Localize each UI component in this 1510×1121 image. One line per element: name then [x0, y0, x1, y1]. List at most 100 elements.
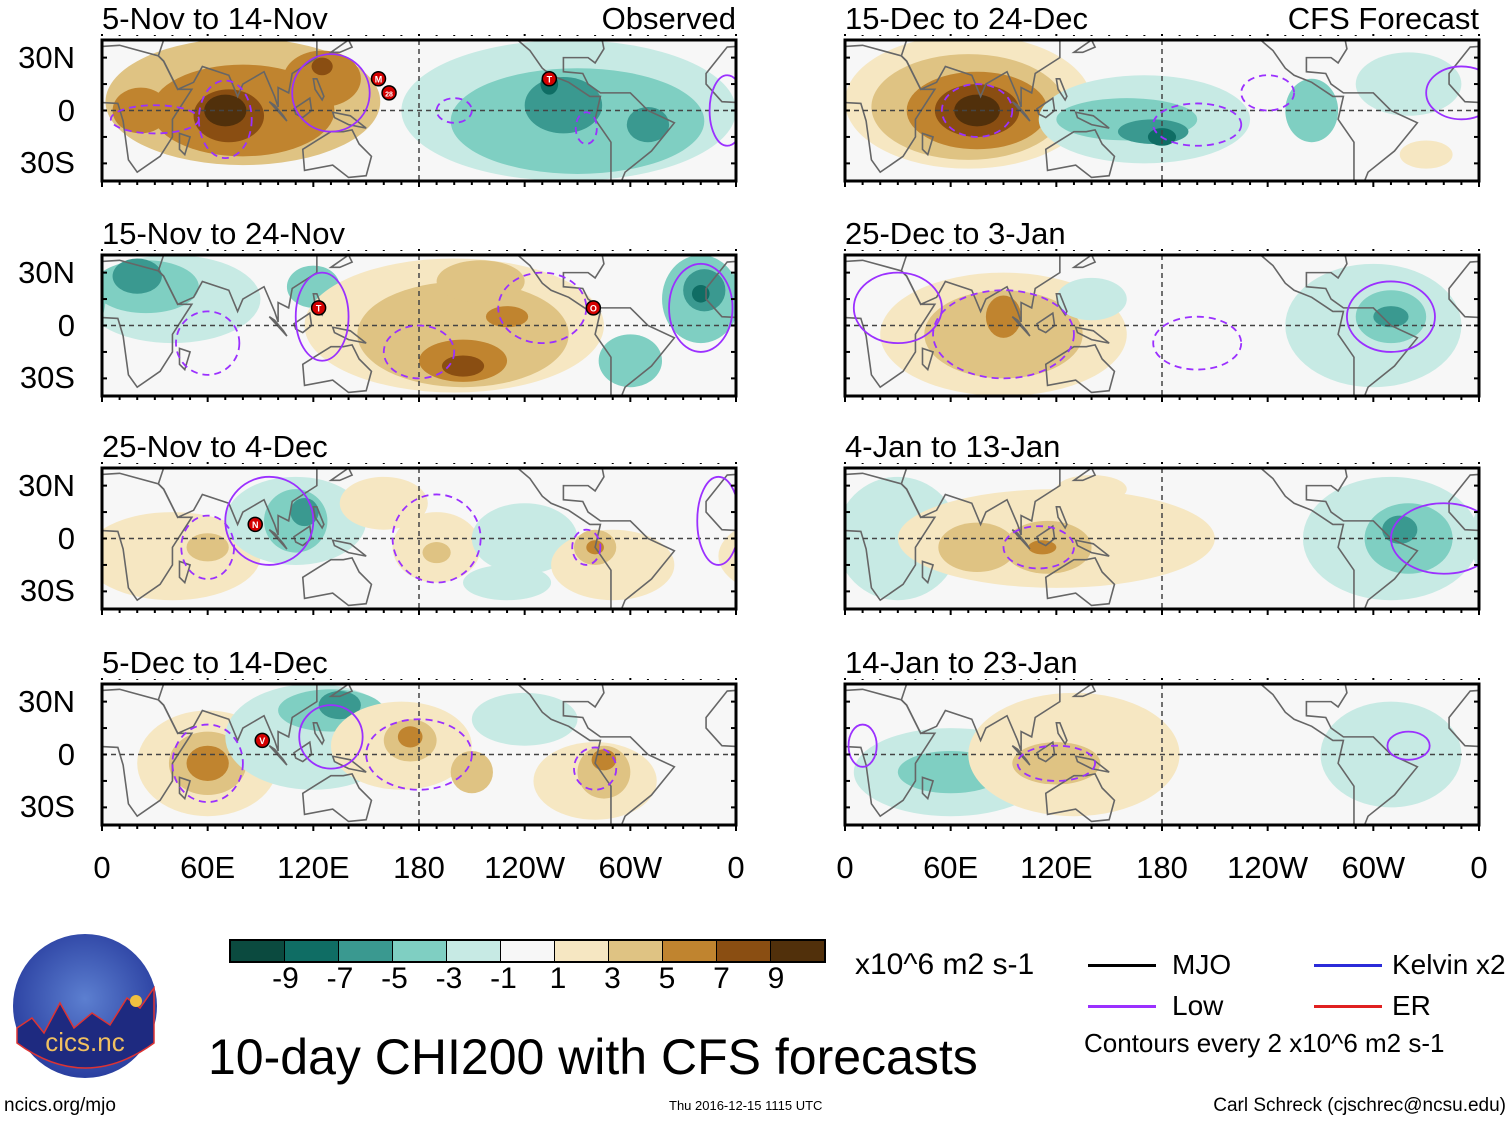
colorbar-swatch [231, 941, 284, 961]
coastline [705, 689, 736, 748]
colorbar-label: -5 [381, 962, 408, 995]
lat-label: 30N [18, 254, 75, 290]
lon-label: 120E [277, 850, 350, 885]
coastline [331, 111, 367, 129]
anomaly-region [102, 512, 261, 601]
coastline [1044, 128, 1116, 179]
coastline [1074, 755, 1110, 773]
anomaly-region [1028, 540, 1057, 555]
anomaly-region [598, 334, 663, 388]
panel-title: 4-Jan to 13-Jan [845, 429, 1061, 464]
legend-mjo: MJO [1172, 949, 1232, 980]
anomaly-region [985, 295, 1022, 338]
coastline [268, 529, 288, 550]
coastline [845, 472, 937, 602]
negative-contour [1016, 744, 1096, 782]
storm-label: V [259, 736, 265, 746]
coastline [301, 556, 373, 607]
coastline [178, 347, 192, 372]
colorbar-swatch [446, 941, 500, 961]
negative-contour [365, 718, 473, 791]
anomaly-region [463, 564, 552, 601]
coastline [705, 260, 736, 319]
tropical-cyclone-icon[interactable]: T [541, 71, 558, 87]
lat-label: 30N [18, 683, 75, 719]
positive-contour [852, 271, 943, 345]
coastline [102, 688, 194, 818]
tropical-cyclone-icon[interactable]: V [254, 732, 271, 749]
negative-contour [1152, 102, 1243, 147]
coastline [1071, 40, 1097, 54]
coastline [328, 255, 354, 269]
lon-label: 60W [598, 850, 663, 885]
tropical-cyclone-icon[interactable]: T [310, 300, 327, 316]
colorbar-label: -3 [435, 962, 463, 995]
coastline [301, 128, 373, 179]
positive-contour [291, 53, 371, 133]
coastline [1044, 772, 1116, 823]
map-panel [843, 34, 1481, 187]
coastline [845, 688, 937, 818]
anomaly-region [1285, 78, 1339, 143]
coastline [328, 468, 354, 482]
negative-contour [171, 723, 244, 803]
tropical-cyclone-icon[interactable]: M [370, 71, 387, 87]
lat-label: 0 [57, 92, 75, 128]
coastline [301, 772, 373, 823]
tropical-cyclone-icon[interactable]: O [585, 300, 602, 316]
tropical-cyclone-icon[interactable]: 28 [381, 85, 397, 101]
coastline [268, 316, 288, 337]
coastline [1448, 260, 1479, 319]
coastline [1071, 468, 1097, 482]
coastline [157, 684, 318, 752]
map-panel [843, 249, 1481, 402]
footer-url[interactable]: ncics.org/mjo [4, 1095, 116, 1116]
map-panel: N [100, 462, 738, 615]
negative-contour [1002, 525, 1075, 570]
coastline [1036, 96, 1056, 119]
coastline [516, 468, 676, 609]
anomaly-region [954, 94, 1000, 127]
colorbar-swatch [716, 941, 770, 961]
coastline [845, 44, 937, 174]
lon-label: 120E [1020, 850, 1093, 885]
coastline [1074, 111, 1110, 129]
coastline [900, 684, 1061, 752]
storm-label: M [375, 74, 383, 84]
anomaly-region [397, 726, 423, 748]
coastline [1011, 101, 1031, 122]
anomaly-region [938, 522, 1016, 572]
positive-contour [1386, 730, 1431, 761]
anomaly-region [339, 476, 428, 530]
colorbar [229, 939, 826, 963]
storm-label: T [316, 303, 322, 313]
coastline [1036, 311, 1056, 334]
coastline [293, 96, 313, 119]
panel-title: 25-Nov to 4-Dec [102, 429, 328, 464]
lon-label: 120W [484, 850, 566, 885]
panel-title: 14-Jan to 23-Jan [845, 645, 1078, 680]
tropical-cyclone-icon[interactable]: N [247, 516, 263, 533]
colorbar-label: -9 [272, 962, 299, 995]
anomaly-region [1056, 475, 1127, 504]
lon-label: 0 [727, 850, 745, 885]
colorbar-swatch [608, 941, 662, 961]
map-panel: M28 T [100, 34, 738, 187]
positive-contour [847, 723, 878, 768]
colorbar-swatch [284, 941, 338, 961]
negative-contour [932, 289, 1075, 380]
coastline [1036, 740, 1056, 763]
negative-contour [1240, 74, 1295, 112]
panel-title: 15-Nov to 24-Nov [102, 216, 345, 251]
coastline [157, 40, 318, 108]
anomaly-region [450, 750, 493, 794]
coastline [1074, 326, 1110, 344]
colorbar-label: 9 [767, 962, 785, 995]
coastline [331, 539, 367, 557]
anomaly-region [471, 503, 578, 574]
anomaly-region [186, 745, 229, 781]
lat-label: 30S [19, 145, 75, 181]
legend-er: ER [1392, 990, 1431, 1021]
panel-label: CFS Forecast [1287, 1, 1479, 36]
